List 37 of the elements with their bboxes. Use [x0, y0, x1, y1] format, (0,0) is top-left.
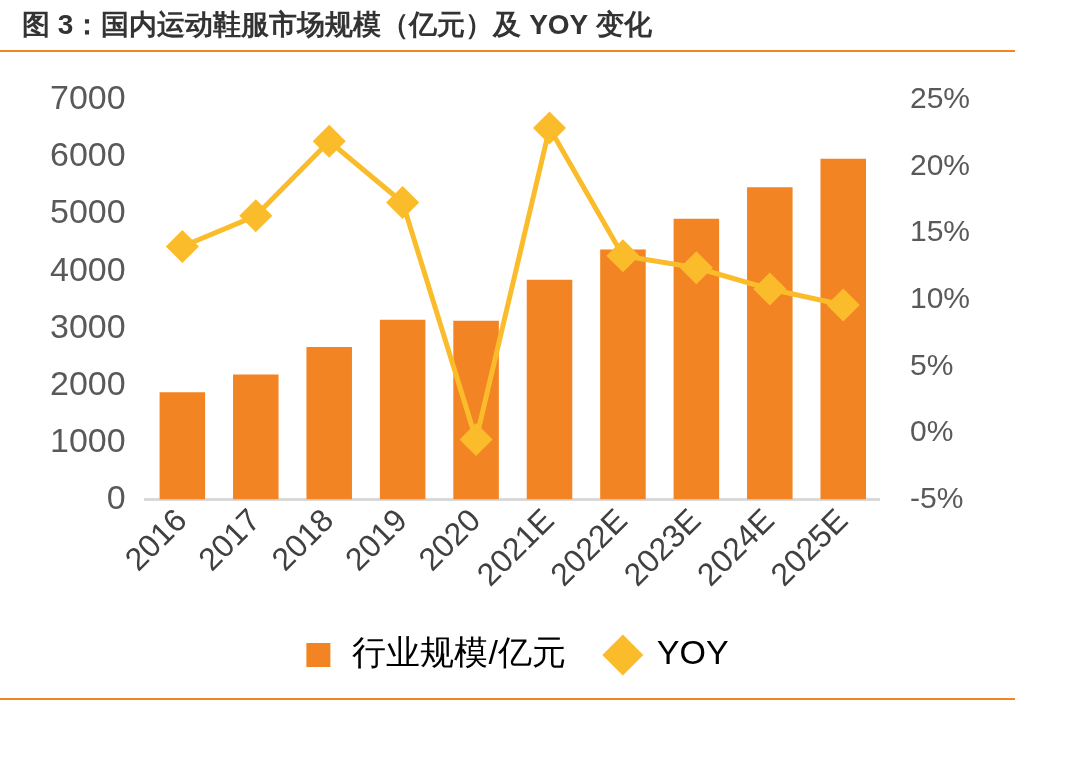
- y2-tick-label: 20%: [909, 147, 970, 181]
- chart-title: 图 3：国内运动鞋服市场规模（亿元）及 YOY 变化: [21, 8, 653, 42]
- legend-label: 行业规模/亿元: [352, 633, 566, 672]
- y2-tick-label: 0%: [909, 414, 954, 448]
- point: [754, 273, 786, 305]
- bar: [159, 392, 206, 500]
- point: [534, 112, 566, 144]
- bar: [526, 279, 573, 500]
- y-tick-label: 1000: [50, 420, 126, 459]
- y-tick-label: 3000: [50, 306, 126, 345]
- y-tick-label: 5000: [50, 192, 126, 231]
- point: [607, 240, 639, 272]
- bar: [673, 218, 720, 500]
- y-tick-label: 2000: [50, 363, 126, 402]
- bar: [820, 158, 866, 500]
- y-tick-label: 0: [106, 477, 126, 516]
- y-tick-label: 7000: [50, 78, 126, 117]
- y2-tick-label: 5%: [909, 347, 954, 381]
- y2-tick-label: 10%: [909, 280, 970, 314]
- y2-tick-label: 25%: [909, 81, 970, 115]
- point: [240, 200, 272, 232]
- bar: [747, 187, 793, 500]
- y-tick-label: 4000: [50, 249, 126, 288]
- bar: [233, 374, 279, 500]
- point: [460, 424, 492, 456]
- point: [313, 125, 345, 157]
- y-tick-label: 6000: [50, 135, 126, 174]
- bar: [379, 319, 426, 500]
- point: [166, 230, 198, 262]
- bar: [306, 347, 352, 500]
- point: [680, 252, 712, 284]
- legend-label: YOY: [656, 633, 729, 672]
- y2-tick-label: -5%: [909, 480, 964, 514]
- point: [387, 187, 419, 219]
- point: [827, 289, 859, 321]
- bar: [600, 249, 646, 500]
- y2-tick-label: 15%: [909, 214, 970, 248]
